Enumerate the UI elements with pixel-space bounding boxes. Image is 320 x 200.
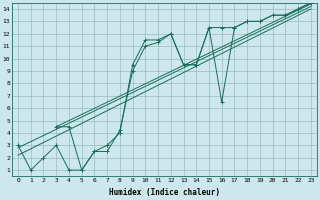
- X-axis label: Humidex (Indice chaleur): Humidex (Indice chaleur): [109, 188, 220, 197]
